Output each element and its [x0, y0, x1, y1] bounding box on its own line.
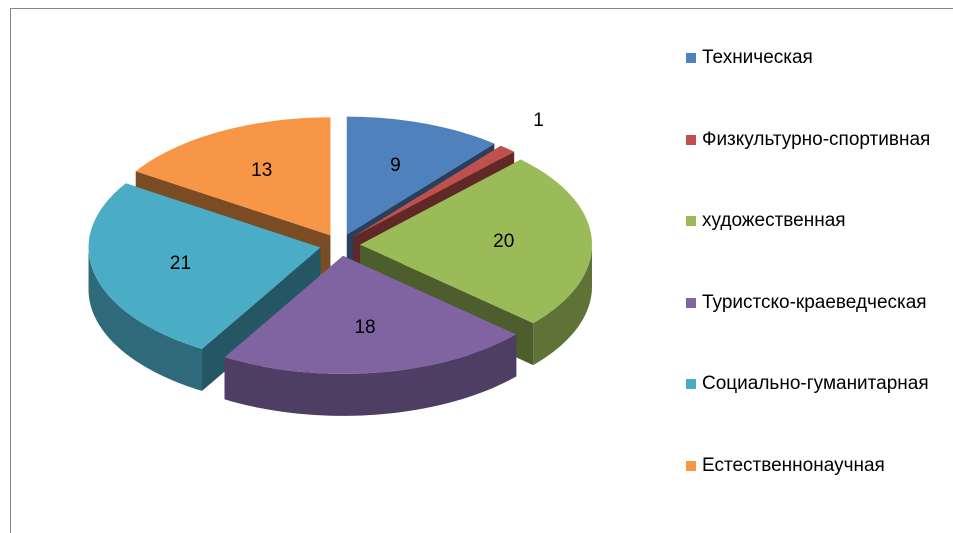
legend-swatch [686, 379, 696, 390]
slice [353, 145, 515, 237]
slice [359, 159, 592, 324]
data-label: 20 [493, 231, 514, 252]
legend-item: Естественнонаучная [686, 452, 937, 480]
legend-item: Туристско-краеведческая [686, 289, 937, 317]
slice-wall [533, 244, 592, 366]
legend-swatch [686, 297, 696, 308]
data-label: 1 [533, 110, 544, 131]
data-label: 18 [354, 317, 375, 338]
slice [88, 183, 321, 349]
legend-label: Социально-гуманитарная [702, 373, 929, 395]
legend-item: Техническая [686, 44, 937, 72]
slice [135, 117, 331, 236]
chart-frame [10, 8, 953, 533]
data-label: 9 [390, 155, 401, 176]
legend-swatch [686, 460, 696, 471]
legend-label: художественная [702, 210, 846, 232]
legend-item: Социально-гуманитарная [686, 370, 937, 398]
slice-wall [224, 334, 517, 416]
legend-item: художественная [686, 207, 937, 235]
legend-swatch [686, 134, 696, 145]
legend-swatch [686, 216, 696, 227]
legend: Техническая Физкультурно-спортивная художе… [686, 44, 937, 480]
legend-label: Туристско-краеведческая [702, 291, 927, 313]
legend-swatch [686, 53, 696, 63]
legend-label: Естественнонаучная [702, 454, 885, 476]
data-label: 21 [170, 253, 191, 274]
legend-label: Физкультурно-спортивная [702, 128, 931, 150]
slice [346, 116, 495, 235]
slice [224, 255, 517, 374]
legend-item: Физкультурно-спортивная [686, 126, 937, 154]
data-label: 13 [251, 160, 272, 181]
slice-wall [88, 247, 202, 391]
legend-label: Техническая [702, 47, 813, 68]
